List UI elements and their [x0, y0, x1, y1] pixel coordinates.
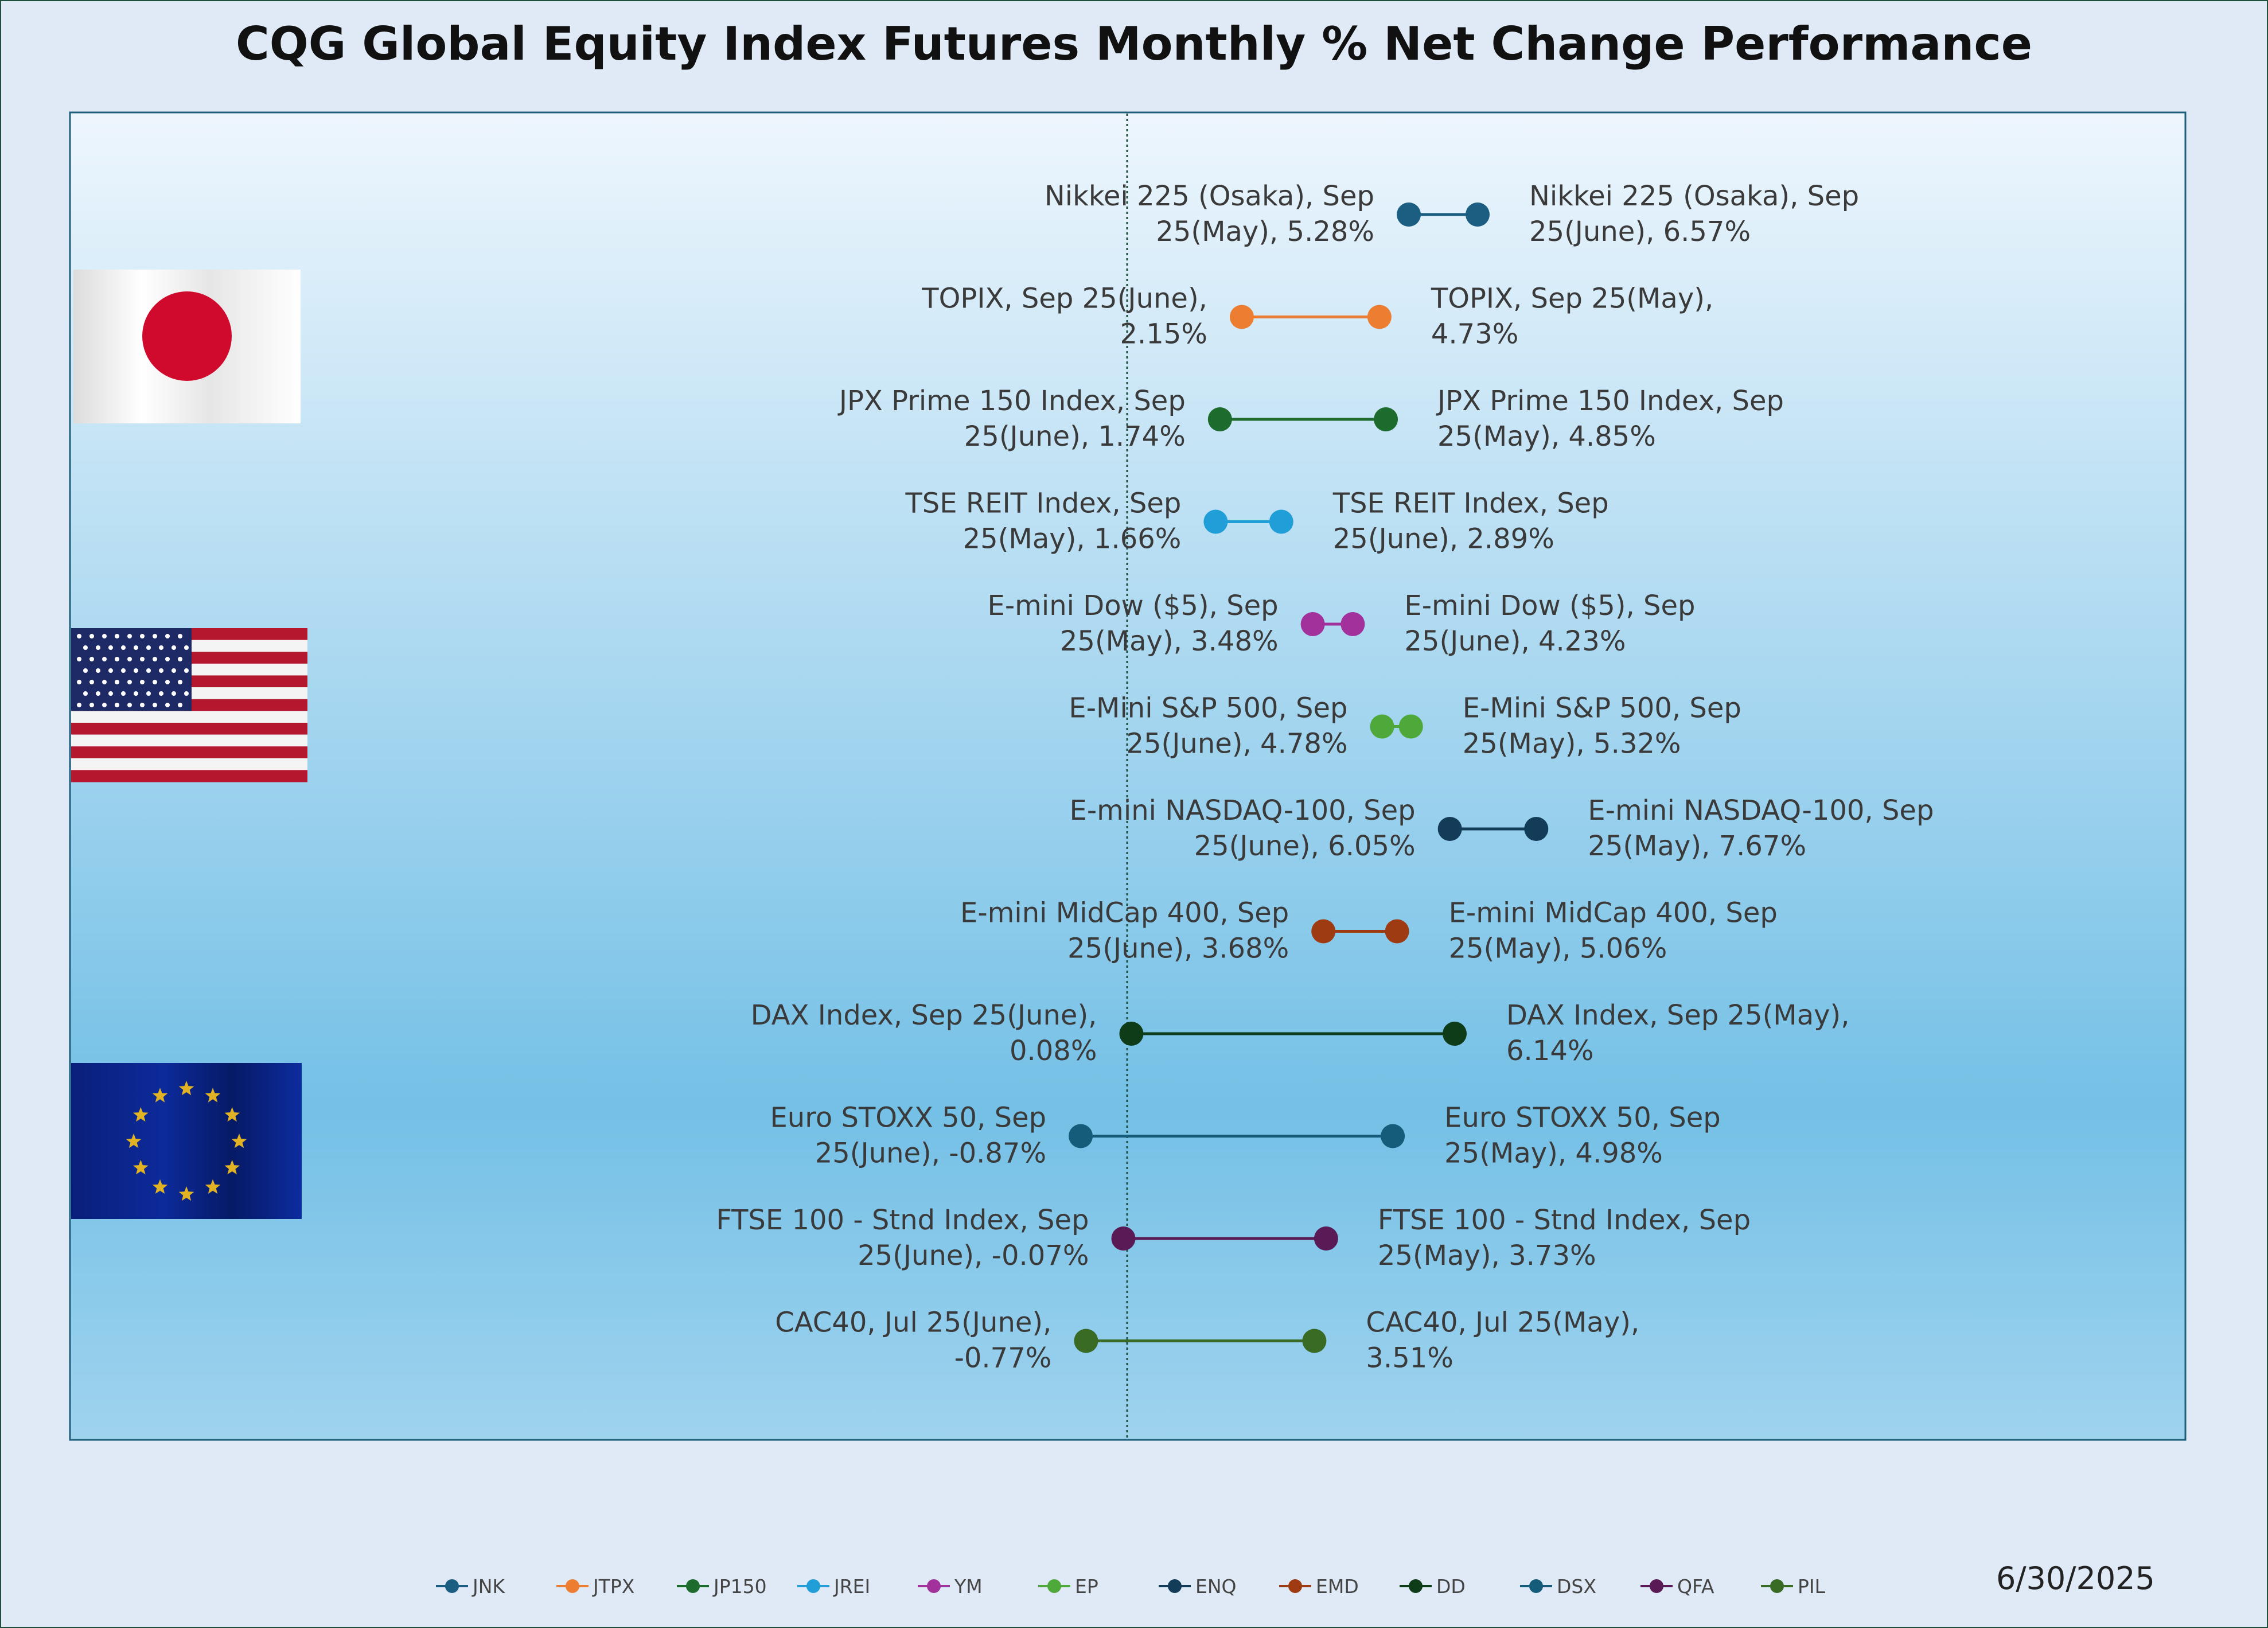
june-point	[1437, 817, 1462, 841]
dumbbell-row-jnk: Nikkei 225 (Osaka), Sep 25(May), 5.28% Nik…	[1045, 180, 1859, 248]
dumbbell-row-ep: E-Mini S&P 500, Sep 25(June), 4.78% E-Mini…	[1069, 692, 1741, 760]
svg-text:JREI: JREI	[833, 1575, 870, 1598]
dumbbell-row-emd: E-mini MidCap 400, Sep 25(June), 3.68% E-m…	[960, 897, 1778, 965]
legend-item-jp150: JP150	[677, 1575, 767, 1598]
legend-item-jnk: JNK	[436, 1575, 505, 1598]
may-point	[1203, 509, 1228, 534]
may-data-label: E-mini Dow ($5), Sep 25(May), 3.48%	[988, 590, 1279, 657]
dumbbell-row-enq: E-mini NASDAQ-100, Sep 25(June), 6.05% E-m…	[1070, 794, 1934, 862]
may-point	[1314, 1226, 1338, 1251]
svg-text:DSX: DSX	[1557, 1575, 1596, 1598]
svg-text:JNK: JNK	[471, 1575, 505, 1598]
dumbbell-row-jrei: TSE REIT Index, Sep 25(May), 1.66% TSE REI…	[905, 488, 1608, 555]
dumbbell-row-ym: E-mini Dow ($5), Sep 25(May), 3.48% E-mini…	[988, 590, 1696, 657]
june-data-label: DAX Index, Sep 25(June), 0.08%	[751, 999, 1097, 1067]
dumbbell-row-pil: CAC40, Jul 25(June), -0.77% CAC40, Jul 25(…	[775, 1307, 1639, 1374]
svg-text:ENQ: ENQ	[1195, 1575, 1237, 1598]
dumbbell-row-dd: DAX Index, Sep 25(June), 0.08% DAX Index, …	[751, 999, 1850, 1067]
may-point	[1302, 1329, 1327, 1353]
may-data-label: CAC40, Jul 25(May), 3.51%	[1366, 1307, 1639, 1374]
legend-item-enq: ENQ	[1159, 1575, 1237, 1598]
usa-flag-icon	[71, 628, 307, 782]
may-data-label: FTSE 100 - Stnd Index, Sep 25(May), 3.73%	[1378, 1204, 1751, 1272]
june-point	[1311, 919, 1336, 944]
june-data-label: E-mini NASDAQ-100, Sep 25(June), 6.05%	[1070, 794, 1416, 862]
may-data-label: TOPIX, Sep 25(May), 4.73%	[1431, 283, 1713, 350]
dumbbell-row-jp150: JPX Prime 150 Index, Sep 25(June), 1.74% J…	[837, 385, 1784, 453]
eu-flag-icon	[71, 1063, 302, 1219]
legend-item-pil: PIL	[1761, 1575, 1826, 1598]
svg-text:JP150: JP150	[712, 1575, 767, 1598]
may-point	[1398, 714, 1423, 739]
svg-text:JTPX: JTPX	[592, 1575, 634, 1598]
may-point	[1374, 407, 1398, 431]
legend-item-ym: YM	[918, 1575, 983, 1598]
svg-text:QFA: QFA	[1677, 1575, 1714, 1598]
june-data-label: Euro STOXX 50, Sep 25(June), -0.87%	[770, 1102, 1046, 1170]
legend-item-jrei: JREI	[797, 1575, 870, 1598]
may-data-label: Euro STOXX 50, Sep 25(May), 4.98%	[1444, 1102, 1721, 1170]
legend-item-qfa: QFA	[1640, 1575, 1714, 1598]
june-point	[1111, 1226, 1136, 1251]
june-point	[1229, 305, 1254, 329]
may-point	[1381, 1124, 1405, 1148]
may-data-label: E-mini MidCap 400, Sep 25(May), 5.06%	[1449, 897, 1778, 965]
june-data-label: E-mini Dow ($5), Sep 25(June), 4.23%	[1404, 590, 1695, 657]
may-data-label: DAX Index, Sep 25(May), 6.14%	[1506, 999, 1850, 1067]
legend-item-dd: DD	[1400, 1575, 1466, 1598]
japan-flag-icon	[73, 270, 301, 423]
legend-item-jtpx: JTPX	[556, 1575, 634, 1598]
may-point	[1443, 1022, 1467, 1046]
dumbbell-row-jtpx: TOPIX, Sep 25(June), 2.15% TOPIX, Sep 25(M…	[921, 283, 1713, 350]
dumbbell-row-dsx: Euro STOXX 50, Sep 25(June), -0.87% Euro S…	[770, 1102, 1720, 1170]
legend-item-emd: EMD	[1279, 1575, 1359, 1598]
as-of-date: 6/30/2025	[1996, 1560, 2155, 1596]
svg-text:DD: DD	[1436, 1575, 1466, 1598]
june-data-label: CAC40, Jul 25(June), -0.77%	[775, 1307, 1051, 1374]
legend-item-dsx: DSX	[1520, 1575, 1596, 1598]
june-data-label: Nikkei 225 (Osaka), Sep 25(June), 6.57%	[1529, 180, 1859, 248]
may-data-label: E-mini NASDAQ-100, Sep 25(May), 7.67%	[1588, 794, 1934, 862]
june-data-label: FTSE 100 - Stnd Index, Sep 25(June), -0.0…	[716, 1204, 1089, 1272]
may-data-label: Nikkei 225 (Osaka), Sep 25(May), 5.28%	[1045, 180, 1374, 248]
chart-title: CQG Global Equity Index Futures Monthly …	[236, 17, 2032, 71]
june-point	[1340, 612, 1365, 636]
june-data-label: E-mini MidCap 400, Sep 25(June), 3.68%	[960, 897, 1289, 965]
svg-text:YM: YM	[954, 1575, 983, 1598]
legend-item-ep: EP	[1038, 1575, 1098, 1598]
june-data-label: E-Mini S&P 500, Sep 25(June), 4.78%	[1069, 692, 1347, 760]
svg-text:EMD: EMD	[1316, 1575, 1359, 1598]
may-point	[1300, 612, 1325, 636]
may-point	[1367, 305, 1392, 329]
may-point	[1397, 202, 1421, 227]
june-point	[1207, 407, 1232, 431]
june-data-label: TOPIX, Sep 25(June), 2.15%	[921, 283, 1207, 350]
june-point	[1119, 1022, 1144, 1046]
june-point	[1074, 1329, 1098, 1353]
may-point	[1385, 919, 1409, 944]
june-point	[1269, 509, 1293, 534]
may-point	[1524, 817, 1549, 841]
svg-text:PIL: PIL	[1798, 1575, 1826, 1598]
june-point	[1466, 202, 1490, 227]
may-data-label: TSE REIT Index, Sep 25(May), 1.66%	[905, 488, 1181, 555]
june-data-label: TSE REIT Index, Sep 25(June), 2.89%	[1332, 488, 1609, 555]
june-data-label: JPX Prime 150 Index, Sep 25(June), 1.74%	[837, 385, 1186, 453]
june-point	[1069, 1124, 1093, 1148]
may-data-label: E-Mini S&P 500, Sep 25(May), 5.32%	[1463, 692, 1741, 760]
dumbbell-row-qfa: FTSE 100 - Stnd Index, Sep 25(June), -0.0…	[716, 1204, 1751, 1272]
june-point	[1370, 714, 1394, 739]
may-data-label: JPX Prime 150 Index, Sep 25(May), 4.85%	[1436, 385, 1784, 453]
svg-text:EP: EP	[1075, 1575, 1098, 1598]
